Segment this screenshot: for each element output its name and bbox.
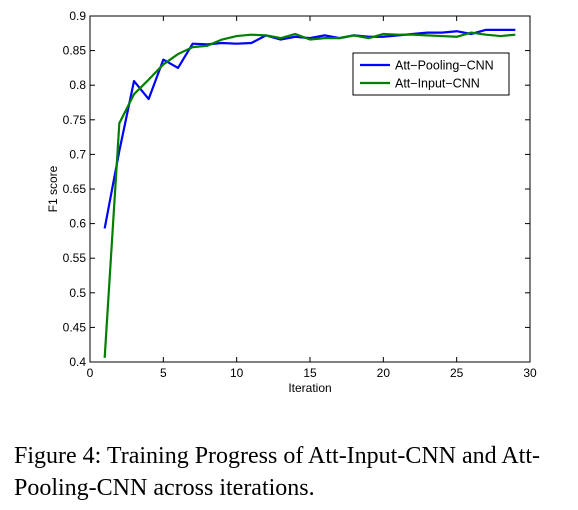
series-layer — [103, 28, 516, 358]
x-tick-label: 5 — [160, 366, 167, 380]
x-tick-label: 30 — [523, 366, 537, 380]
legend: Att−Pooling−CNN Att−Input−CNN — [352, 52, 510, 96]
y-tick-label: 0.45 — [63, 320, 87, 334]
x-tick-label: 15 — [303, 366, 317, 380]
y-tick-label: 0.85 — [63, 44, 87, 58]
x-tick-label: 20 — [377, 366, 391, 380]
y-axis-label: F1 score — [46, 165, 60, 212]
line-chart: 0 5 10 15 20 25 30 0.4 0.45 0.5 0.55 0.6 0.65 0.7 0.75… — [46, 9, 537, 395]
tick-labels: 0 5 10 15 20 25 30 0.4 0.45 0.5 0.55 0.6 0.65 0.7 0.75… — [63, 9, 537, 380]
y-tick-label: 0.8 — [69, 78, 86, 92]
y-tick-label: 0.65 — [63, 182, 87, 196]
y-tick-label: 0.75 — [63, 113, 87, 127]
legend-label: Att−Input−CNN — [395, 77, 480, 91]
y-tick-label: 0.6 — [69, 217, 86, 231]
figure-caption: Figure 4: Training Progress of Att-Input… — [14, 443, 540, 501]
y-tick-label: 0.5 — [69, 286, 86, 300]
y-tick-label: 0.4 — [69, 355, 86, 369]
y-tick-label: 0.55 — [63, 251, 87, 265]
x-tick-label: 25 — [450, 366, 464, 380]
series-line-att-pooling-cnn — [103, 28, 516, 229]
series-line-att-input-cnn — [103, 31, 516, 358]
y-tick-label: 0.7 — [69, 147, 86, 161]
x-tick-label: 0 — [87, 366, 94, 380]
legend-label: Att−Pooling−CNN — [395, 59, 494, 73]
x-tick-label: 10 — [230, 366, 244, 380]
y-tick-label: 0.9 — [69, 9, 86, 23]
x-axis-label: Iteration — [288, 381, 331, 395]
legend-box — [352, 52, 510, 96]
